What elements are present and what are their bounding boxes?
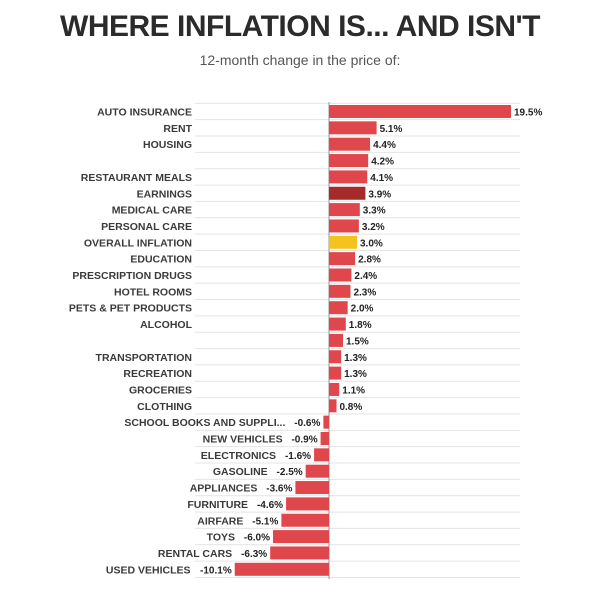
value-label: 1.3% (344, 353, 367, 364)
value-label: 4.1% (370, 173, 393, 184)
value-label: 19.5% (514, 108, 542, 119)
bar (323, 415, 329, 429)
chart-title: WHERE INFLATION IS... AND ISN'T (60, 10, 540, 43)
bar (329, 137, 371, 151)
value-label: 2.8% (358, 255, 381, 266)
value-label: -10.1% (200, 565, 232, 576)
bar (273, 530, 329, 544)
value-label: 2.3% (353, 287, 376, 298)
category-label: EARNINGS (137, 188, 192, 200)
category-label: EDUCATION (130, 254, 192, 266)
category-label: PRESCRIPTION DRUGS (72, 270, 192, 282)
bar (329, 170, 368, 184)
value-label: 5.1% (380, 124, 403, 135)
category-label: PETS & PET PRODUCTS (69, 303, 192, 315)
value-label: -1.6% (285, 451, 311, 462)
value-label: -0.6% (294, 418, 320, 429)
bar (329, 399, 337, 413)
bar (329, 333, 343, 347)
category-label: USED VEHICLES (106, 564, 191, 576)
category-label: AUTO INSURANCE (97, 107, 192, 119)
bar (329, 284, 351, 298)
category-label: NEW VEHICLES (203, 434, 283, 446)
value-label: -0.9% (291, 435, 317, 446)
category-label: TOYS (207, 532, 235, 544)
bar (329, 317, 346, 331)
category-label: GASOLINE (213, 466, 268, 478)
bar (270, 546, 329, 560)
chart-subtitle: 12-month change in the price of: (199, 52, 401, 68)
category-label: FURNITURE (187, 499, 248, 511)
bar (320, 432, 329, 445)
value-label: 3.9% (368, 189, 391, 200)
value-label: 3.3% (363, 206, 386, 217)
category-label: CLOTHING (137, 401, 192, 413)
value-label: 4.4% (373, 140, 396, 151)
bar (314, 448, 329, 462)
bar (329, 235, 357, 249)
category-label: PERSONAL CARE (101, 221, 192, 233)
category-label: RECREATION (123, 368, 192, 380)
category-label: ELECTRONICS (201, 450, 276, 462)
bar (329, 186, 366, 200)
value-label: 4.2% (371, 157, 394, 168)
value-label: -6.0% (244, 533, 270, 544)
category-label: AIRFARE (197, 515, 243, 527)
bar (329, 301, 348, 315)
category-label: RESTAURANT MEALS (81, 172, 192, 184)
bar (305, 464, 329, 478)
bar (329, 121, 377, 135)
category-label: GROCERIES (129, 384, 192, 396)
value-label: 0.8% (339, 402, 362, 413)
bar (295, 481, 329, 495)
category-label: APPLIANCES (190, 483, 258, 495)
category-label: MEDICAL CARE (112, 205, 192, 217)
bar (234, 562, 329, 576)
category-label: TRANSPORTATION (96, 352, 192, 364)
bar (329, 366, 342, 380)
category-label: HOTEL ROOMS (114, 286, 192, 298)
value-label: 1.3% (344, 369, 367, 380)
value-label: 1.8% (349, 320, 372, 331)
value-label: -6.3% (241, 549, 267, 560)
value-label: -2.5% (277, 467, 303, 478)
bar (329, 268, 352, 282)
bar (329, 382, 340, 396)
bar (329, 219, 359, 233)
category-label: OVERALL INFLATION (84, 237, 192, 249)
category-label: HOUSING (143, 139, 192, 151)
category-label: RENT (163, 123, 192, 135)
value-label: 2.0% (351, 304, 374, 315)
bar (329, 105, 511, 118)
bar (329, 350, 342, 364)
value-label: 1.1% (342, 385, 365, 396)
bar (286, 497, 329, 511)
value-label: -5.1% (252, 516, 278, 527)
value-label: -3.6% (266, 484, 292, 495)
value-label: -4.6% (257, 500, 283, 511)
value-label: 1.5% (346, 336, 369, 347)
bar (329, 154, 369, 168)
bar (281, 513, 329, 527)
value-label: 3.2% (362, 222, 385, 233)
bar (329, 203, 360, 217)
value-label: 3.0% (360, 238, 383, 249)
bar (329, 252, 356, 266)
category-label: RENTAL CARS (158, 548, 232, 560)
category-label: ALCOHOL (140, 319, 192, 331)
value-label: 2.4% (354, 271, 377, 282)
category-label: SCHOOL BOOKS AND SUPPLI... (124, 417, 285, 429)
